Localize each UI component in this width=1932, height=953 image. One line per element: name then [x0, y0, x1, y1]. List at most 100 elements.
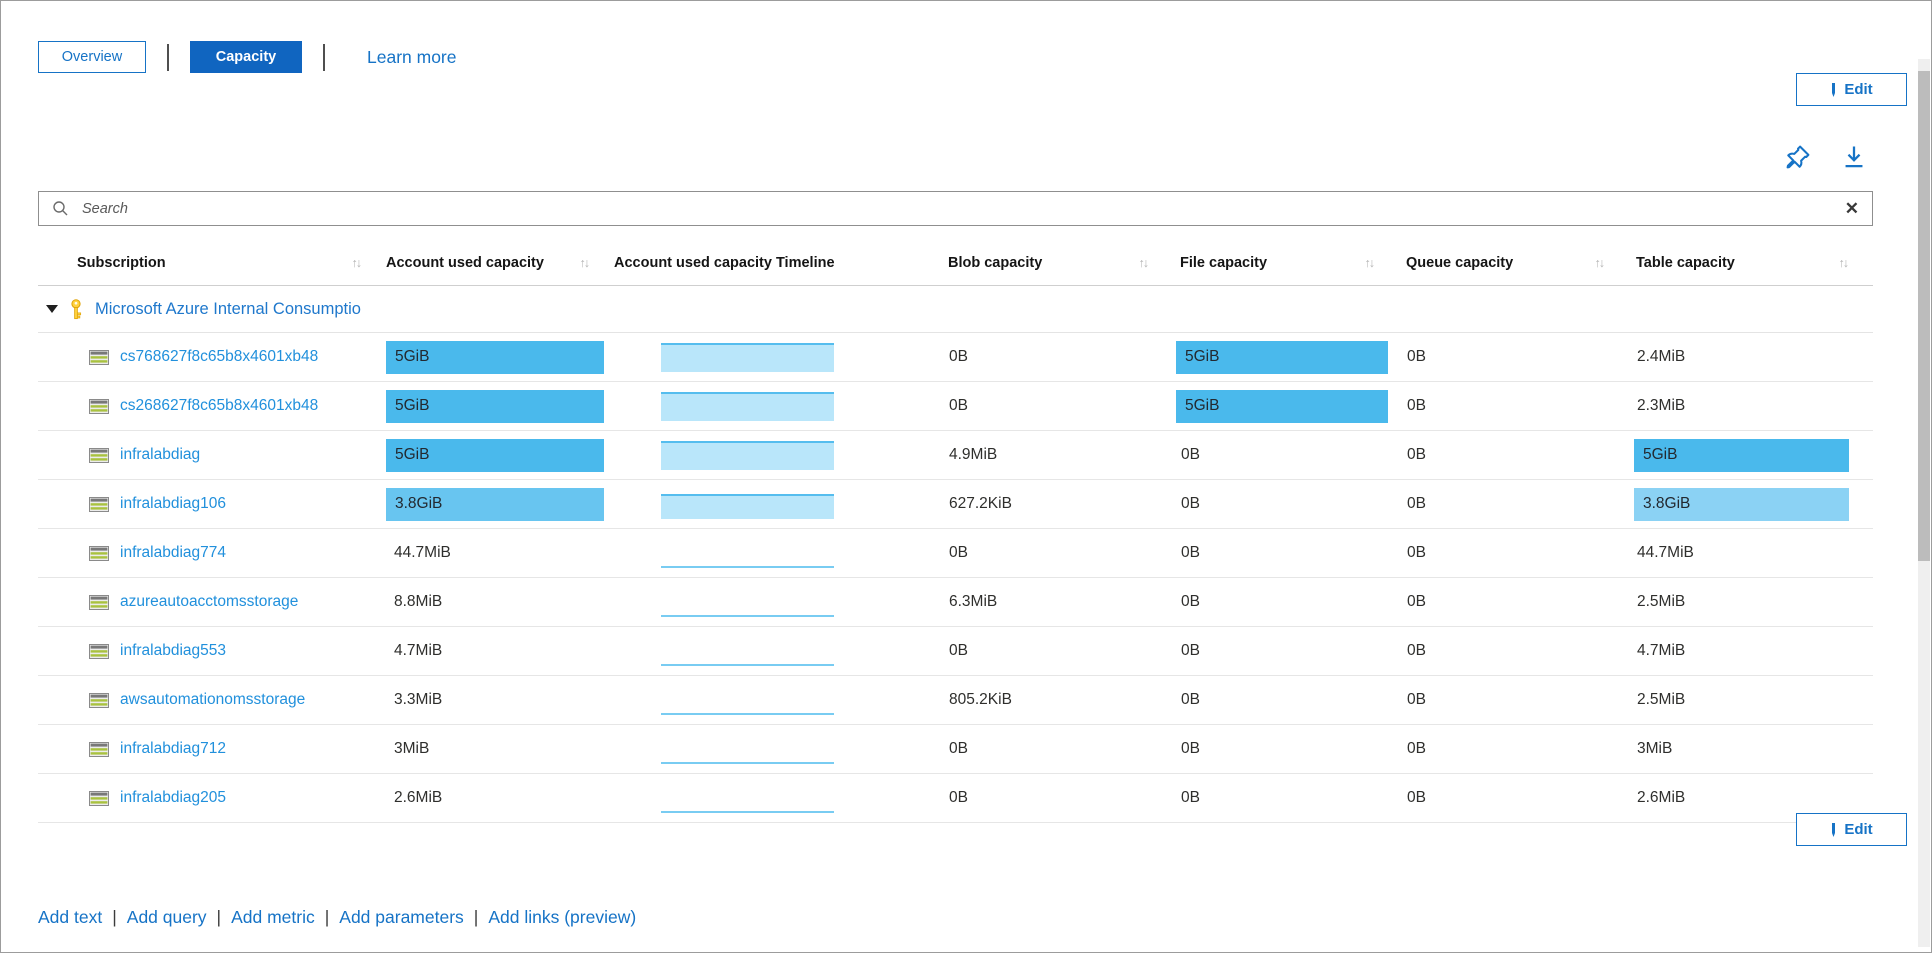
tab-capacity[interactable]: Capacity: [190, 41, 302, 73]
column-header-subscription[interactable]: Subscription↑↓: [38, 255, 386, 271]
capacity-bar: 5GiB: [1176, 341, 1388, 374]
capacity-value: 8.8MiB: [386, 593, 614, 611]
add-add-links-preview-link[interactable]: Add links (preview): [488, 907, 636, 928]
capacity-value: 0B: [1399, 789, 1629, 807]
storage-account-link[interactable]: awsautomationomsstorage: [120, 691, 305, 709]
search-bar: ✕: [38, 191, 1873, 226]
capacity-value: 0B: [1173, 446, 1399, 464]
storage-account-link[interactable]: infralabdiag712: [120, 740, 226, 758]
storage-account-link[interactable]: infralabdiag106: [120, 495, 226, 513]
edit-button-top[interactable]: Edit: [1796, 73, 1907, 106]
capacity-value: 0B: [1399, 740, 1629, 758]
clear-x-icon[interactable]: ✕: [1845, 200, 1859, 217]
tab-overview[interactable]: Overview: [38, 41, 146, 73]
sort-icon[interactable]: ↑↓: [580, 256, 589, 270]
capacity-bar-label: 5GiB: [395, 446, 429, 464]
storage-account-icon: [89, 595, 109, 610]
capacity-bar-label: 5GiB: [395, 348, 429, 366]
table-row[interactable]: infralabdiag7123MiB 0B0B0B3MiB: [38, 725, 1873, 774]
timeline-flat-line: [661, 811, 834, 813]
scrollbar-thumb[interactable]: [1918, 71, 1930, 561]
sort-icon[interactable]: ↑↓: [1595, 256, 1604, 270]
timeline-flat-line: [661, 615, 834, 617]
timeline-area-chart: [661, 392, 834, 421]
table-row[interactable]: infralabdiag5GiB 4.9MiB0B0B5GiB: [38, 431, 1873, 480]
column-header-table-capacity[interactable]: Table capacity↑↓: [1629, 255, 1873, 271]
column-header-file-capacity[interactable]: File capacity↑↓: [1173, 255, 1399, 271]
search-icon: [52, 200, 69, 217]
storage-account-icon: [89, 448, 109, 463]
capacity-value: 0B: [1399, 348, 1629, 366]
capacity-value: 0B: [1399, 446, 1629, 464]
capacity-value: 0B: [1173, 740, 1399, 758]
timeline-flat-line: [661, 762, 834, 764]
add-add-text-link[interactable]: Add text: [38, 907, 102, 928]
storage-account-link[interactable]: infralabdiag: [120, 446, 200, 464]
subscription-cell: infralabdiag712: [38, 740, 386, 758]
capacity-bar: 5GiB: [386, 341, 604, 374]
storage-account-icon: [89, 399, 109, 414]
add-add-metric-link[interactable]: Add metric: [231, 907, 315, 928]
capacity-value: 3.3MiB: [386, 691, 614, 709]
storage-account-link[interactable]: cs268627f8c65b8x4601xb48: [120, 397, 318, 415]
table-row[interactable]: infralabdiag2052.6MiB 0B0B0B2.6MiB: [38, 774, 1873, 823]
expander-triangle-icon[interactable]: [46, 305, 58, 313]
subscription-group-label[interactable]: Microsoft Azure Internal Consumptio: [95, 300, 361, 319]
capacity-value: 0B: [941, 544, 1173, 562]
capacity-value: 2.5MiB: [1629, 593, 1873, 611]
capacity-value: 0B: [1399, 397, 1629, 415]
storage-account-link[interactable]: infralabdiag205: [120, 789, 226, 807]
column-header-blob-capacity[interactable]: Blob capacity ↑↓: [941, 255, 1173, 271]
storage-account-link[interactable]: infralabdiag774: [120, 544, 226, 562]
capacity-bar-label: 3.8GiB: [1643, 495, 1690, 513]
workbook-toolbar-icons: [1785, 144, 1867, 170]
capacity-grid: Subscription↑↓Account used capacity↑↓Acc…: [38, 241, 1873, 823]
download-icon[interactable]: [1841, 144, 1867, 170]
footer-link-separator: |: [325, 907, 330, 928]
sort-icon[interactable]: ↑↓: [1839, 256, 1848, 270]
timeline-cell: [661, 440, 834, 470]
add-add-query-link[interactable]: Add query: [127, 907, 207, 928]
column-header-label: Blob capacity: [948, 255, 1042, 271]
subscription-cell: cs768627f8c65b8x4601xb48: [38, 348, 386, 366]
pin-icon[interactable]: [1785, 144, 1811, 170]
capacity-value: 0B: [1399, 495, 1629, 513]
capacity-value: 0B: [1173, 495, 1399, 513]
table-row[interactable]: infralabdiag1063.8GiB 627.2KiB0B0B3.8GiB: [38, 480, 1873, 529]
search-input[interactable]: [80, 200, 1834, 218]
column-header-account-used-capacity[interactable]: Account used capacity↑↓: [386, 255, 614, 271]
storage-account-link[interactable]: infralabdiag553: [120, 642, 226, 660]
subscription-cell: awsautomationomsstorage: [38, 691, 386, 709]
column-header-account-used-capacity-timeline[interactable]: Account used capacity Timeline: [614, 255, 941, 271]
sort-icon[interactable]: ↑↓: [1139, 256, 1148, 270]
learn-more-link[interactable]: Learn more: [367, 47, 457, 68]
timeline-cell: [661, 391, 834, 421]
subscription-group-row[interactable]: Microsoft Azure Internal Consumptio: [38, 285, 1873, 333]
subscription-cell: infralabdiag106: [38, 495, 386, 513]
capacity-value: 3MiB: [1629, 740, 1873, 758]
table-row[interactable]: infralabdiag77444.7MiB 0B0B0B44.7MiB: [38, 529, 1873, 578]
storage-account-link[interactable]: azureautoacctomsstorage: [120, 593, 298, 611]
capacity-value: 0B: [1399, 642, 1629, 660]
edit-pencil-icon: [1830, 822, 1837, 838]
table-row[interactable]: azureautoacctomsstorage8.8MiB 6.3MiB0B0B…: [38, 578, 1873, 627]
capacity-value: 0B: [1399, 544, 1629, 562]
table-row[interactable]: cs268627f8c65b8x4601xb485GiB 0B5GiB0B2.3…: [38, 382, 1873, 431]
storage-account-icon: [89, 350, 109, 365]
timeline-cell: [661, 685, 834, 715]
timeline-cell: [661, 342, 834, 372]
table-row[interactable]: awsautomationomsstorage3.3MiB 805.2KiB0B…: [38, 676, 1873, 725]
table-row[interactable]: cs768627f8c65b8x4601xb485GiB 0B5GiB0B2.4…: [38, 333, 1873, 382]
add-add-parameters-link[interactable]: Add parameters: [339, 907, 464, 928]
table-row[interactable]: infralabdiag5534.7MiB 0B0B0B4.7MiB: [38, 627, 1873, 676]
capacity-value: 44.7MiB: [1629, 544, 1873, 562]
capacity-value: 0B: [941, 642, 1173, 660]
storage-account-link[interactable]: cs768627f8c65b8x4601xb48: [120, 348, 318, 366]
edit-button-bottom[interactable]: Edit: [1796, 813, 1907, 846]
tab-separator: [323, 44, 325, 71]
capacity-bar-label: 5GiB: [1185, 397, 1219, 415]
column-header-queue-capacity[interactable]: Queue capacity↑↓: [1399, 255, 1629, 271]
sort-icon[interactable]: ↑↓: [352, 256, 361, 270]
capacity-bar: 3.8GiB: [386, 488, 604, 521]
sort-icon[interactable]: ↑↓: [1365, 256, 1374, 270]
